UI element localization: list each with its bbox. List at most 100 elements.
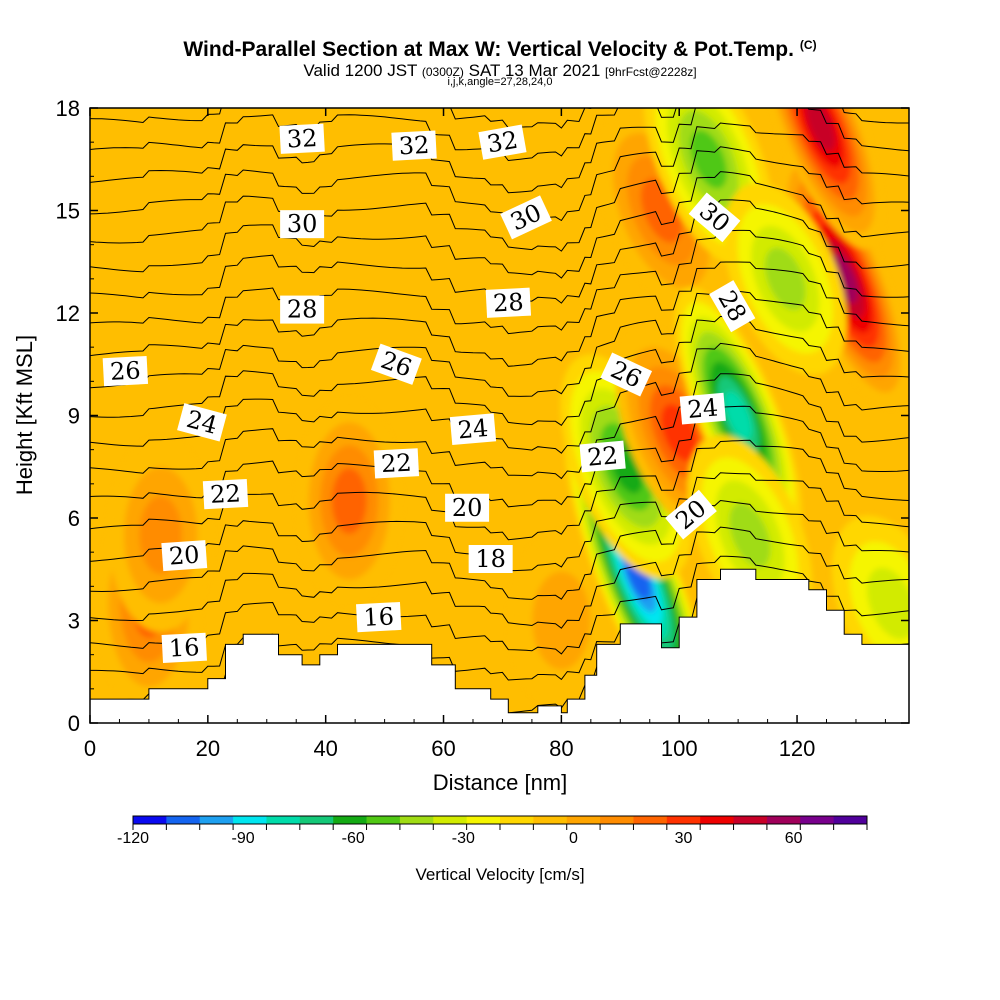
theta-label-text: 30 — [287, 210, 318, 238]
theta-contour-29 — [90, 146, 909, 252]
colorbar: -120 -90 -60 -30 0 30 60 — [117, 815, 868, 847]
colorbar-swatch — [766, 816, 801, 824]
y-tick-label: 15 — [56, 199, 80, 224]
y-tick-label: 18 — [56, 96, 80, 121]
y-tick-label: 3 — [68, 609, 80, 634]
x-axis-label: Distance [nm] — [433, 770, 568, 795]
theta-label-box — [370, 343, 422, 385]
theta-label-3: 20 — [161, 540, 208, 572]
theta-contour-16 — [90, 526, 909, 629]
theta-label-23: 32 — [478, 124, 527, 160]
colorbar-swatch — [266, 816, 301, 824]
theta-label-box — [102, 355, 149, 387]
x-tick-label: 120 — [779, 736, 816, 761]
title-text: Wind-Parallel Section at Max W: Vertical… — [183, 38, 794, 61]
theta-label-box — [579, 440, 626, 473]
theta-label-box — [202, 478, 249, 510]
colorbar-tick-label: -120 — [117, 830, 149, 847]
colorbar-swatch — [466, 816, 501, 824]
theta-contour-20 — [90, 405, 909, 508]
theta-label-box — [373, 448, 420, 479]
theta-contour-34 — [90, 74, 909, 103]
colorbar-tick-label: 0 — [569, 830, 578, 847]
theta-label-21: 32 — [279, 123, 325, 154]
y-tick-label: 12 — [56, 301, 80, 326]
chart-title: Wind-Parallel Section at Max W: Vertical… — [0, 38, 1000, 62]
colorbar-swatch — [299, 816, 334, 824]
theta-label-4: 20 — [445, 493, 490, 522]
theta-label-text: 22 — [380, 449, 412, 479]
valid-time: Valid 1200 JST — [303, 61, 418, 80]
theta-label-8: 22 — [579, 440, 626, 473]
theta-label-box — [688, 192, 741, 243]
theta-label-text: 32 — [485, 126, 520, 159]
velocity-cell-10-level-4 — [729, 502, 771, 568]
theta-label-text: 20 — [168, 541, 200, 571]
theta-contour-28 — [90, 171, 909, 279]
theta-contour-33 — [90, 108, 592, 129]
terrain-mask — [90, 568, 909, 723]
theta-contour-25 — [90, 261, 909, 367]
theta-label-box — [500, 195, 552, 240]
colorbar-tick-label: -90 — [232, 830, 255, 847]
colorbar-swatch — [500, 816, 534, 824]
x-tick-label: 80 — [549, 736, 573, 761]
y-tick-label: 0 — [68, 711, 80, 736]
theta-contour-31 — [90, 108, 909, 194]
colorbar-swatch — [600, 816, 634, 824]
theta-contour-30 — [90, 122, 909, 223]
theta-label-text: 32 — [398, 131, 430, 161]
theta-label-box — [280, 295, 325, 324]
theta-label-text: 20 — [452, 494, 483, 522]
theta-label-text: 28 — [287, 296, 318, 324]
theta-label-text: 24 — [686, 393, 719, 424]
theta-label-box — [485, 287, 532, 318]
velocity-cell-11-level-8 — [830, 254, 858, 304]
section-indices: i,j,k,angle=27,28,24,0 — [447, 76, 553, 88]
theta-label-9: 24 — [177, 403, 227, 442]
colorbar-tick-label: 60 — [785, 830, 803, 847]
theta-label-box — [280, 210, 325, 239]
colorbar-swatch — [666, 816, 701, 824]
velocity-cell-12-level-7 — [806, 108, 836, 151]
y-axis-label: Height [Kft MSL] — [12, 335, 37, 495]
colorbar-swatch — [533, 816, 568, 824]
colorbar-tick-label: 30 — [675, 830, 693, 847]
colorbar-tick-label: -30 — [452, 830, 475, 847]
theta-label-18: 30 — [280, 210, 325, 239]
colorbar-swatch — [333, 816, 368, 824]
valid-utc: (0300Z) — [421, 65, 464, 79]
colorbar-label: Vertical Velocity [cm/s] — [415, 865, 584, 884]
copyright-mark: (C) — [799, 38, 817, 52]
chart-subtitle: Valid 1200 JST (0300Z) SAT 13 Mar 2021 [… — [0, 61, 1000, 81]
theta-label-2: 18 — [468, 545, 513, 573]
theta-label-7: 22 — [373, 448, 420, 479]
velocity-cell-13-level-4 — [764, 247, 806, 311]
theta-label-text: 26 — [109, 356, 141, 386]
colorbar-swatch — [233, 816, 267, 824]
theta-contour-24 — [90, 288, 909, 397]
theta-contour-23 — [90, 315, 909, 426]
theta-label-text: 32 — [286, 124, 318, 154]
forecast-info: [9hrFcst@2228z] — [605, 65, 697, 79]
theta-label-10: 24 — [449, 413, 497, 446]
theta-label-text: 18 — [475, 545, 506, 573]
theta-label-15: 28 — [280, 295, 325, 324]
theta-label-box — [709, 280, 756, 333]
theta-label-text: 28 — [492, 288, 524, 318]
theta-label-22: 32 — [391, 130, 437, 161]
theta-label-box — [177, 403, 227, 442]
colorbar-swatch — [633, 816, 668, 824]
x-tick-label: 0 — [84, 736, 96, 761]
y-tick-label: 9 — [68, 404, 80, 429]
theta-label-box — [161, 540, 208, 572]
colorbar-swatch — [366, 816, 401, 824]
velocity-cell-8-level-8 — [724, 391, 752, 440]
theta-label-box — [679, 392, 726, 425]
theta-label-text: 24 — [457, 414, 490, 445]
colorbar-swatch — [399, 816, 434, 824]
colorbar-swatch — [166, 816, 201, 824]
axes: 0 20 40 60 80 100 120 0 3 6 9 12 15 18 — [56, 96, 909, 761]
x-tick-label: 100 — [661, 736, 698, 761]
